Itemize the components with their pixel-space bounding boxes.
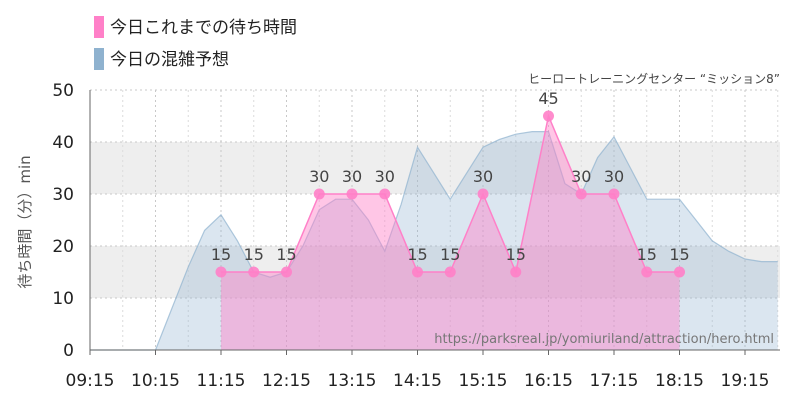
today-data-label: 15 [211, 245, 231, 264]
today-point [444, 266, 456, 278]
x-tick-label: 18:15 [655, 371, 704, 391]
y-tick-label: 20 [52, 237, 74, 257]
today-point [281, 266, 292, 278]
x-tick-label: 17:15 [590, 371, 639, 391]
today-point [575, 188, 587, 200]
today-point [674, 266, 685, 278]
today-area [221, 116, 680, 350]
today-data-label: 15 [407, 245, 427, 264]
today-point [608, 188, 620, 200]
today-data-label: 30 [571, 167, 591, 186]
legend-label-forecast: 今日の混雑予想 [110, 50, 229, 70]
today-data-label: 15 [244, 245, 264, 264]
today-data-label: 15 [276, 245, 296, 264]
today-point [510, 266, 522, 278]
legend-swatch-today [94, 16, 104, 38]
today-point [477, 188, 489, 200]
x-tick-label: 11:15 [197, 371, 246, 391]
y-tick-label: 10 [52, 289, 74, 309]
today-point [543, 110, 554, 122]
chart-subtitle: ヒーロートレーニングセンター “ミッション8” [528, 72, 780, 86]
y-tick-label: 40 [52, 133, 74, 153]
today-data-label: 30 [309, 167, 329, 186]
y-tick-label: 0 [63, 341, 74, 361]
axes: 0 10 20 30 40 50 09:15 10:15 11:15 12:15 13:15 14:1… [52, 81, 780, 391]
today-series: 15 15 15 30 30 30 15 15 30 15 45 30 30 15 15 [211, 89, 690, 350]
today-data-label: 15 [669, 245, 689, 264]
today-data-label: 15 [637, 245, 657, 264]
x-tick-label: 10:15 [131, 371, 180, 391]
x-tick-label: 15:15 [459, 371, 508, 391]
today-data-label: 15 [440, 245, 460, 264]
legend-swatch-forecast [94, 48, 104, 70]
today-data-label: 30 [375, 167, 395, 186]
y-tick-label: 30 [52, 185, 74, 205]
today-data-label: 15 [506, 245, 526, 264]
today-data-label: 45 [538, 89, 558, 108]
today-point [248, 266, 260, 278]
x-tick-label: 14:15 [393, 371, 442, 391]
source-credit: https://parksreal.jp/yomiuriland/attract… [434, 332, 774, 347]
today-point [412, 266, 423, 278]
forecast-area [90, 131, 778, 350]
today-data-label: 30 [342, 167, 362, 186]
today-point [313, 188, 325, 200]
today-point [641, 266, 653, 278]
x-tick-label: 16:15 [524, 371, 573, 391]
x-tick-label: 12:15 [262, 371, 311, 391]
legend-label-today: 今日これまでの待ち時間 [110, 18, 297, 38]
x-tick-label: 13:15 [328, 371, 377, 391]
today-point [346, 188, 358, 200]
today-data-label: 30 [604, 167, 624, 186]
x-tick-label: 09:15 [66, 371, 115, 391]
today-point [379, 188, 391, 200]
y-tick-label: 50 [52, 81, 74, 101]
forecast-series [90, 131, 778, 351]
today-data-label: 30 [473, 167, 493, 186]
y-axis-label: 待ち時間（分）min [16, 155, 34, 288]
legend: 今日これまでの待ち時間 今日の混雑予想 [94, 16, 297, 70]
x-tick-label: 19:15 [721, 371, 770, 391]
today-point [215, 266, 227, 278]
forecast-line [90, 131, 778, 351]
band-1 [90, 142, 780, 194]
